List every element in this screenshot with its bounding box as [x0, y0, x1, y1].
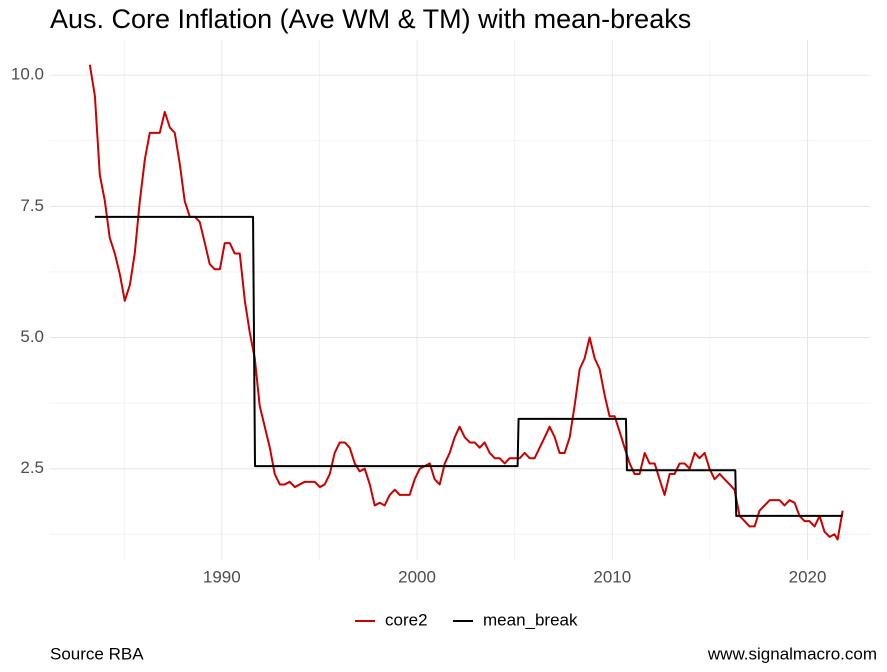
x-tick-label: 1990: [203, 567, 241, 586]
x-tick-label: 2000: [398, 567, 436, 586]
series-line: [88, 64, 844, 541]
x-tick-label: 2020: [789, 567, 827, 586]
legend-label: mean_break: [483, 610, 578, 629]
y-tick-label: 5.0: [20, 327, 44, 346]
y-tick-label: 10.0: [11, 65, 44, 84]
x-tick-label: 2010: [593, 567, 631, 586]
caption-right: www.signalmacro.com: [707, 644, 877, 663]
y-tick-label: 7.5: [20, 196, 44, 215]
caption-left: Source RBA: [50, 644, 144, 663]
legend-label: core2: [385, 610, 428, 629]
y-tick-label: 2.5: [20, 458, 44, 477]
series-line: [94, 215, 843, 517]
chart-title: Aus. Core Inflation (Ave WM & TM) with m…: [50, 4, 691, 34]
